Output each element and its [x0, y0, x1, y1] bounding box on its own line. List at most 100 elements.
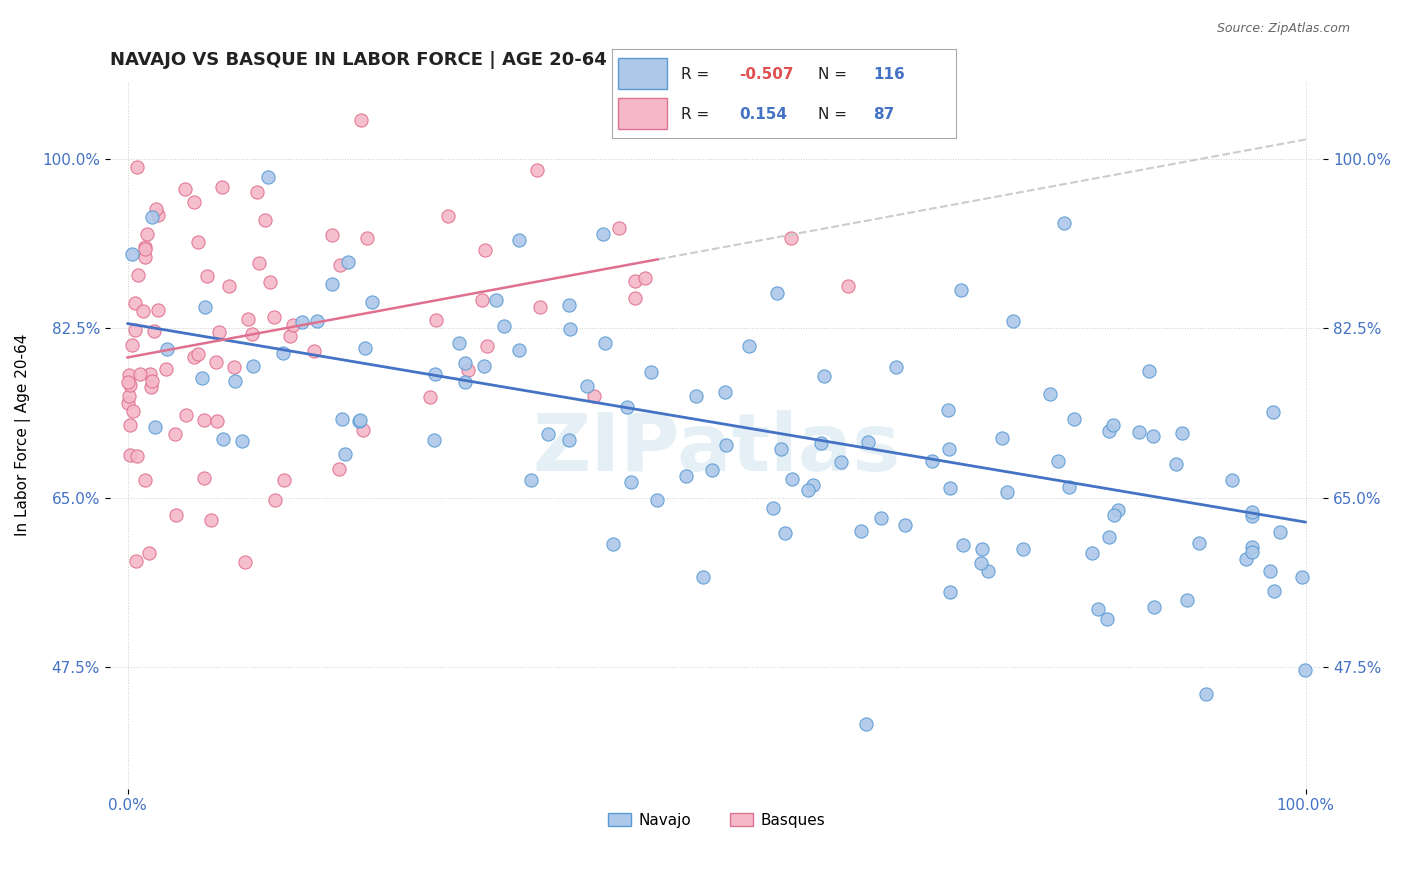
Point — [271, 346, 294, 360]
Point — [939, 585, 962, 599]
Point — [1241, 505, 1264, 519]
Point — [141, 374, 163, 388]
Point — [307, 314, 329, 328]
Point — [128, 367, 150, 381]
Point — [280, 328, 302, 343]
Point — [582, 389, 605, 403]
Point — [118, 378, 141, 392]
Point — [457, 363, 479, 377]
Point — [1291, 570, 1313, 584]
Point — [117, 375, 139, 389]
Point — [240, 327, 263, 342]
Point — [211, 180, 233, 194]
Point — [1234, 551, 1257, 566]
Text: R =: R = — [681, 67, 714, 81]
Point — [155, 362, 177, 376]
Point — [347, 414, 370, 428]
Point — [222, 360, 245, 375]
Point — [801, 477, 824, 491]
Point — [520, 474, 543, 488]
Point — [557, 297, 579, 311]
Point — [423, 434, 446, 448]
Point — [193, 470, 215, 484]
Point — [256, 169, 278, 184]
Point — [136, 227, 159, 241]
Text: N =: N = — [818, 107, 852, 121]
Point — [1038, 387, 1060, 401]
Point — [425, 368, 447, 382]
Point — [484, 293, 506, 307]
Point — [247, 256, 270, 270]
Point — [769, 442, 792, 456]
Point — [1104, 508, 1126, 523]
Point — [264, 492, 287, 507]
Point — [231, 434, 253, 448]
Point — [492, 318, 515, 333]
Point — [1098, 530, 1121, 544]
Point — [1047, 454, 1070, 468]
Point — [337, 255, 360, 269]
Text: NAVAJO VS BASQUE IN LABOR FORCE | AGE 20-64 CORRELATION CHART: NAVAJO VS BASQUE IN LABOR FORCE | AGE 20… — [110, 51, 828, 69]
Point — [576, 378, 599, 392]
Point — [194, 300, 217, 314]
Point — [419, 390, 441, 404]
Point — [761, 500, 783, 515]
Point — [766, 285, 789, 300]
Point — [138, 546, 160, 560]
Point — [675, 469, 697, 483]
Point — [1241, 544, 1264, 558]
Point — [620, 475, 643, 490]
Point — [856, 434, 879, 449]
Point — [273, 473, 295, 487]
Point — [1063, 412, 1085, 426]
Point — [174, 409, 197, 423]
Point — [1081, 546, 1104, 560]
Point — [134, 474, 156, 488]
Point — [191, 370, 214, 384]
Point — [1175, 593, 1198, 607]
Point — [205, 355, 228, 369]
Point — [134, 242, 156, 256]
Point — [302, 343, 325, 358]
Point — [125, 160, 148, 174]
Point — [592, 227, 614, 242]
FancyBboxPatch shape — [619, 98, 666, 129]
Point — [1222, 473, 1244, 487]
Point — [132, 303, 155, 318]
Point — [692, 570, 714, 584]
Point — [321, 228, 343, 243]
Point — [187, 347, 209, 361]
Point — [921, 454, 943, 468]
Point — [1137, 364, 1160, 378]
Point — [634, 271, 657, 285]
Point — [165, 508, 187, 523]
Point — [817, 113, 839, 128]
Point — [1053, 216, 1076, 230]
Point — [837, 279, 859, 293]
Y-axis label: In Labor Force | Age 20-64: In Labor Force | Age 20-64 — [15, 334, 31, 536]
Point — [952, 538, 974, 552]
Point — [813, 368, 835, 383]
Point — [855, 716, 877, 731]
Point — [118, 389, 141, 403]
Point — [122, 403, 145, 417]
Point — [328, 462, 350, 476]
Text: N =: N = — [818, 67, 852, 81]
Point — [1087, 601, 1109, 615]
Point — [1258, 565, 1281, 579]
Point — [472, 359, 495, 374]
Point — [121, 246, 143, 260]
Point — [1268, 524, 1291, 539]
Point — [449, 336, 471, 351]
Point — [1107, 503, 1129, 517]
Point — [145, 202, 167, 217]
FancyBboxPatch shape — [619, 58, 666, 89]
Point — [146, 303, 169, 318]
Point — [835, 113, 858, 128]
Point — [356, 231, 378, 245]
Point — [886, 359, 908, 374]
Point — [474, 243, 496, 257]
Point — [156, 342, 179, 356]
Point — [121, 338, 143, 352]
Point — [242, 359, 264, 373]
